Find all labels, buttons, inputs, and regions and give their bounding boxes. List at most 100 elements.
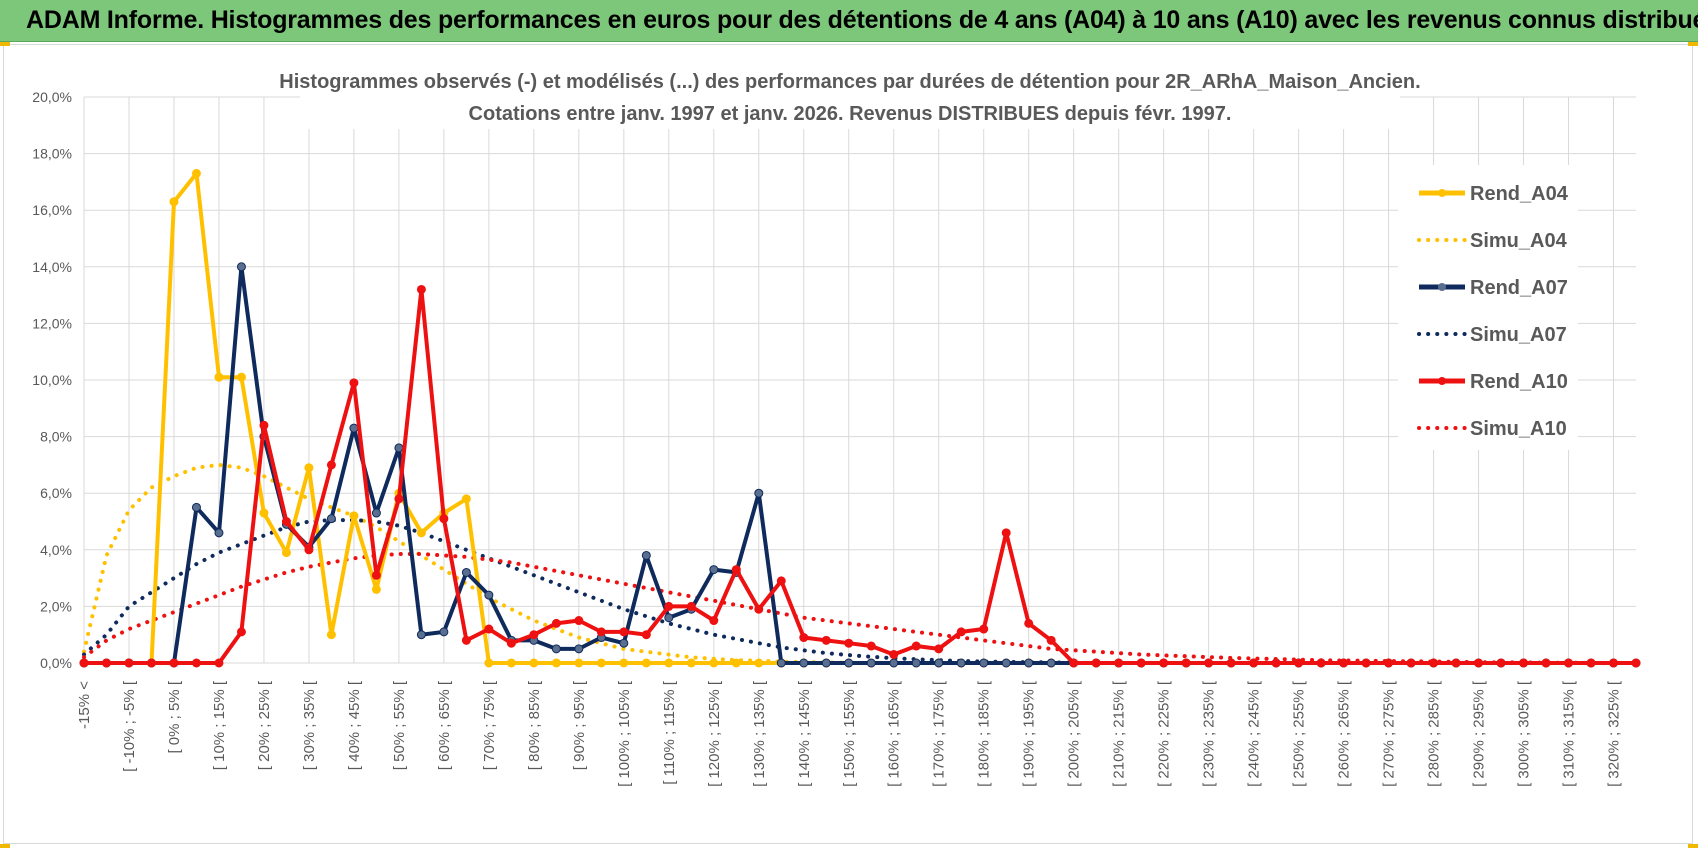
- x-tick-label: [ 220% ; 225% [: [1156, 680, 1173, 787]
- data-point: [1541, 658, 1551, 668]
- data-point: [686, 601, 696, 611]
- data-point: [776, 576, 786, 586]
- data-point: [371, 508, 381, 518]
- series-layer: [79, 168, 1641, 668]
- data-point: [641, 550, 651, 560]
- corner-mark-bottom-right: [1688, 844, 1698, 848]
- data-point: [1339, 658, 1349, 668]
- x-tick-label: [ 270% ; 275% [: [1381, 680, 1398, 787]
- data-point: [1294, 658, 1304, 668]
- y-tick-label: 0,0%: [40, 655, 72, 671]
- data-point: [709, 658, 719, 668]
- data-point: [304, 463, 314, 473]
- data-point: [889, 650, 899, 660]
- legend-marker-Rend_A07: [1438, 283, 1446, 291]
- x-tick-label: [ 260% ; 265% [: [1336, 680, 1353, 787]
- data-point: [326, 460, 336, 470]
- data-point: [686, 658, 696, 668]
- data-point: [979, 658, 989, 668]
- banner-title: ADAM Informe. Histogrammes des performan…: [26, 6, 1698, 34]
- data-point: [1114, 658, 1124, 668]
- data-point: [1046, 635, 1056, 645]
- x-tick-label: [ -10% ; -5% [: [121, 680, 138, 772]
- legend-label-Rend_A10: Rend_A10: [1470, 371, 1568, 393]
- data-point: [551, 658, 561, 668]
- data-point: [1609, 658, 1619, 668]
- x-tick-label: [ 180% ; 185% [: [976, 680, 993, 787]
- data-point: [799, 658, 809, 668]
- data-point: [934, 658, 944, 668]
- data-point: [191, 502, 201, 512]
- corner-mark-bottom-left: [0, 844, 10, 848]
- data-point: [439, 514, 449, 524]
- data-point: [1586, 658, 1596, 668]
- data-point: [416, 284, 426, 294]
- data-point: [1001, 528, 1011, 538]
- data-point: [1181, 658, 1191, 668]
- chart-subtitle: Cotations entre janv. 1997 et janv. 2026…: [469, 103, 1232, 125]
- x-tick-label: [ 320% ; 325% [: [1606, 680, 1623, 787]
- data-point: [641, 658, 651, 668]
- data-point: [641, 630, 651, 640]
- data-point: [911, 658, 921, 668]
- data-point: [551, 644, 561, 654]
- data-point: [191, 168, 201, 178]
- data-point: [169, 658, 179, 668]
- data-point: [1226, 658, 1236, 668]
- x-tick-label: [ 280% ; 285% [: [1426, 680, 1443, 787]
- data-point: [1204, 658, 1214, 668]
- data-point: [1159, 658, 1169, 668]
- data-point: [461, 494, 471, 504]
- data-point: [1024, 658, 1034, 668]
- data-point: [506, 658, 516, 668]
- data-point: [574, 658, 584, 668]
- data-point: [574, 616, 584, 626]
- data-point: [754, 658, 764, 668]
- series-Simu_A10: [82, 552, 1638, 665]
- data-point: [844, 638, 854, 648]
- data-point: [326, 630, 336, 640]
- data-point: [1631, 658, 1641, 668]
- data-point: [214, 528, 224, 538]
- x-tick-label: [ 210% ; 215% [: [1111, 680, 1128, 787]
- data-point: [236, 372, 246, 382]
- data-point: [304, 545, 314, 555]
- legend-label-Rend_A07: Rend_A07: [1470, 277, 1568, 299]
- x-tick-label: [ 60% ; 65% [: [436, 680, 453, 770]
- data-point: [529, 658, 539, 668]
- data-point: [596, 658, 606, 668]
- y-tick-label: 14,0%: [32, 259, 72, 275]
- data-point: [416, 528, 426, 538]
- data-point: [1069, 658, 1079, 668]
- data-point: [191, 658, 201, 668]
- legend-label-Simu_A10: Simu_A10: [1470, 418, 1567, 440]
- data-point: [1249, 658, 1259, 668]
- data-point: [146, 658, 156, 668]
- x-tick-label: [ 130% ; 135% [: [751, 680, 768, 787]
- data-point: [349, 511, 359, 521]
- data-point: [1406, 658, 1416, 668]
- data-point: [484, 624, 494, 634]
- data-point: [1384, 658, 1394, 668]
- y-tick-label: 2,0%: [40, 598, 72, 614]
- data-point: [529, 630, 539, 640]
- data-point: [889, 658, 899, 668]
- x-tick-label: [ 40% ; 45% [: [346, 680, 363, 770]
- data-point: [776, 658, 786, 668]
- data-point: [506, 638, 516, 648]
- data-point: [169, 197, 179, 207]
- data-point: [214, 372, 224, 382]
- data-point: [394, 443, 404, 453]
- x-tick-label: [ 10% ; 15% [: [211, 680, 228, 770]
- x-tick-label: [ 100% ; 105% [: [616, 680, 633, 787]
- data-point: [821, 658, 831, 668]
- data-point: [1001, 658, 1011, 668]
- x-tick-label: [ 70% ; 75% [: [481, 680, 498, 770]
- data-point: [664, 613, 674, 623]
- data-point: [1564, 658, 1574, 668]
- data-point: [1136, 658, 1146, 668]
- data-point: [619, 627, 629, 637]
- y-tick-label: 8,0%: [40, 429, 72, 445]
- data-point: [956, 658, 966, 668]
